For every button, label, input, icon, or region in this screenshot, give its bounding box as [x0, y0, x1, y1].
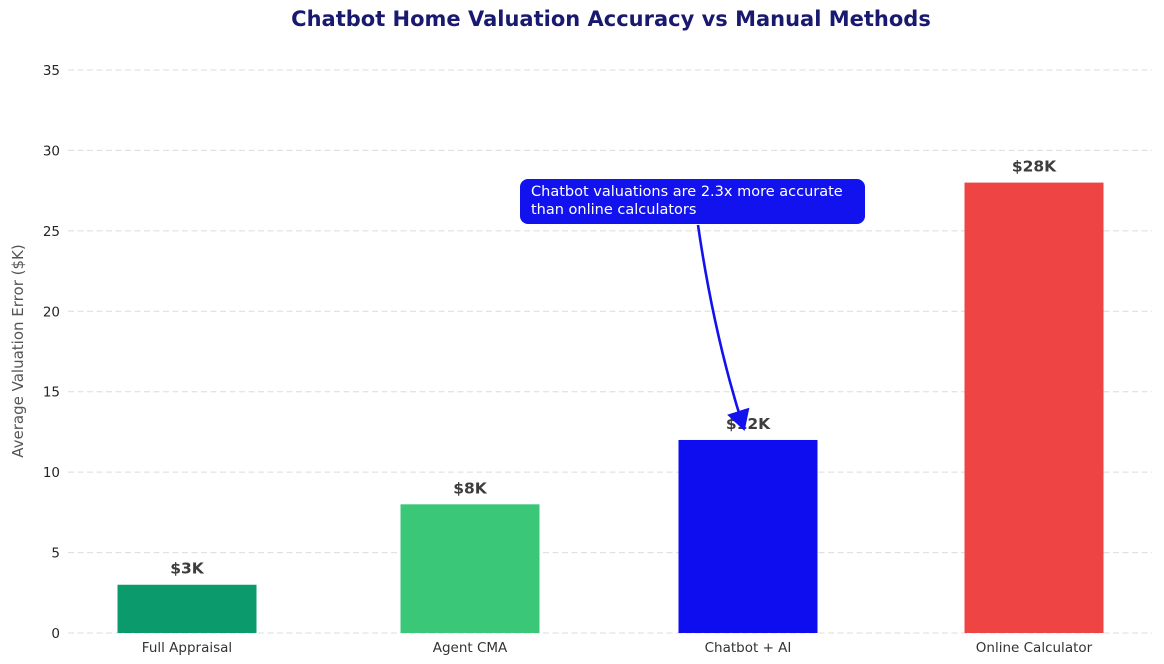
y-tick-label: 10 [43, 465, 60, 481]
bar [117, 584, 257, 633]
y-tick-label: 35 [43, 63, 60, 79]
annotation-line-1: Chatbot valuations are 2.3x more accurat… [531, 184, 843, 200]
annotation-line-2: than online calculators [531, 202, 697, 218]
x-tick-label: Online Calculator [976, 640, 1093, 656]
bar-value-label: $3K [170, 560, 205, 578]
bar-value-label: $12K [726, 415, 771, 433]
y-tick-label: 5 [51, 546, 60, 562]
chart-title: Chatbot Home Valuation Accuracy vs Manua… [291, 7, 931, 31]
x-tick-label: Agent CMA [433, 640, 508, 656]
bar [964, 182, 1104, 633]
x-tick-label: Full Appraisal [142, 640, 232, 656]
annotation-arrow [696, 224, 750, 431]
y-tick-label: 15 [43, 385, 60, 401]
annotation-callout: Chatbot valuations are 2.3x more accurat… [520, 179, 865, 224]
y-tick-label: 0 [51, 626, 60, 642]
y-tick-label: 20 [43, 304, 60, 320]
bar [678, 439, 818, 633]
bar [400, 504, 540, 633]
y-tick-label: 30 [43, 143, 60, 159]
y-tick-label: 25 [43, 224, 60, 240]
bar-value-label: $28K [1012, 158, 1057, 176]
x-tick-label: Chatbot + AI [705, 640, 792, 656]
bar-value-label: $8K [453, 479, 488, 497]
